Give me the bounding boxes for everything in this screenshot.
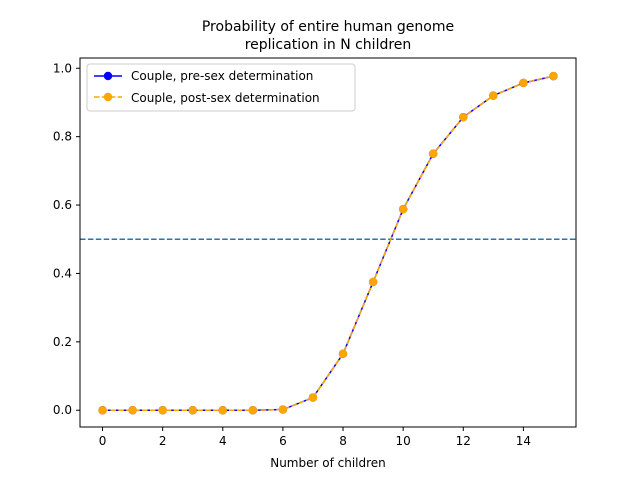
y-tick-label: 0.6	[53, 198, 72, 212]
legend-swatch-marker-post-sex	[103, 92, 113, 102]
series-1	[98, 71, 558, 415]
x-axis-label: Number of children	[270, 456, 386, 470]
data-point	[278, 405, 288, 414]
series-layer	[98, 71, 558, 415]
data-point	[188, 406, 197, 415]
chart-title-line-2: replication in N children	[245, 37, 412, 53]
legend-label-pre-sex: Couple, pre-sex determination	[131, 69, 313, 83]
x-tick-label: 8	[339, 434, 347, 448]
x-tick-label: 10	[396, 434, 411, 448]
data-point	[248, 406, 258, 415]
y-tick-label: 0.4	[53, 266, 72, 280]
x-tick-label: 0	[99, 434, 107, 448]
x-tick-label: 4	[219, 434, 227, 448]
legend-label-post-sex: Couple, post-sex determination	[131, 91, 320, 105]
data-point	[218, 406, 227, 415]
x-tick-label: 14	[516, 434, 531, 448]
y-tick-label: 0.8	[53, 130, 72, 144]
data-point	[308, 393, 318, 402]
data-point	[398, 204, 408, 214]
data-point	[338, 349, 348, 359]
x-axis-ticks: 0 2 4 6 8 10 12 14	[99, 427, 531, 448]
y-tick-label: 0.2	[53, 335, 72, 349]
legend-box	[86, 63, 356, 112]
data-point	[459, 112, 468, 122]
legend: Couple, pre-sex determination Couple, po…	[86, 63, 356, 112]
data-point	[519, 78, 528, 88]
data-point	[489, 91, 498, 100]
y-tick-label: 1.0	[53, 61, 72, 75]
x-tick-label: 12	[456, 434, 471, 448]
data-point	[549, 71, 558, 81]
data-point	[128, 406, 137, 415]
series-line	[102, 75, 554, 411]
x-tick-label: 2	[159, 434, 167, 448]
plot-frame	[79, 57, 577, 428]
y-tick-label: 0.0	[53, 403, 72, 417]
legend-swatch-marker-pre-sex	[103, 71, 113, 81]
data-point	[429, 149, 438, 158]
data-point	[98, 406, 107, 415]
x-tick-label: 6	[279, 434, 287, 448]
data-point	[158, 406, 167, 415]
y-axis-ticks: 0.0 0.2 0.4 0.6 0.8 1.0	[53, 61, 80, 417]
data-point	[368, 277, 378, 287]
chart-title-line-1: Probability of entire human genome	[202, 19, 454, 35]
